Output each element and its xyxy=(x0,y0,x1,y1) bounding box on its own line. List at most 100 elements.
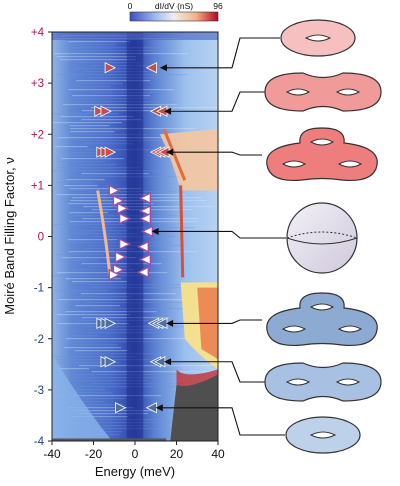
triangle-markers xyxy=(94,62,170,414)
arrow-line xyxy=(161,407,285,436)
texture-streak xyxy=(60,269,134,271)
y-tick-label: 0 xyxy=(38,232,44,244)
texture-streak xyxy=(70,416,129,418)
surface-hole xyxy=(309,138,335,146)
band-feature xyxy=(52,32,218,40)
y-tick-label: -1 xyxy=(34,283,44,295)
texture-streak xyxy=(91,371,216,373)
texture-streak xyxy=(74,50,159,52)
texture-streak xyxy=(54,392,113,394)
arrow-head xyxy=(166,148,174,156)
x-tick-label: -20 xyxy=(85,447,103,461)
texture-streak xyxy=(55,146,88,148)
texture-streak xyxy=(78,353,163,355)
x-tick-label: 20 xyxy=(170,447,184,461)
texture-streak xyxy=(81,317,170,319)
texture-streak xyxy=(71,152,108,154)
arrow-head xyxy=(151,227,159,235)
colorbar: 0 dI/dV (nS) 96 xyxy=(128,1,223,22)
triangle-marker xyxy=(145,62,157,74)
arrow-line xyxy=(170,91,265,112)
x-tick-label: -40 xyxy=(43,447,61,461)
texture-streak xyxy=(65,260,99,262)
arrow-line xyxy=(165,37,280,69)
texture-streak xyxy=(55,254,104,256)
surface-hole xyxy=(309,303,335,311)
texture-streak xyxy=(70,86,110,88)
surface-hole xyxy=(309,431,337,439)
y-tick-label: +3 xyxy=(31,78,44,90)
texture-streak xyxy=(85,149,208,151)
y-axis-label: Moiré Band Filling Factor, ν xyxy=(2,157,17,315)
texture-streak xyxy=(68,89,174,91)
texture-streak xyxy=(71,281,127,283)
triangle-marker xyxy=(138,204,152,218)
texture-streak xyxy=(65,278,122,280)
triangle-marker xyxy=(115,402,127,414)
triangle-marker xyxy=(104,317,116,330)
surface-hole xyxy=(335,88,361,96)
texture-streak xyxy=(52,113,119,115)
surfaces xyxy=(264,19,382,454)
surface-hole xyxy=(281,160,307,168)
sphere-equator-back xyxy=(286,231,358,239)
texture-streak xyxy=(61,158,124,160)
triangle-marker xyxy=(108,184,121,197)
texture-streak xyxy=(70,344,118,346)
texture-streak xyxy=(61,101,174,103)
texture-streak xyxy=(52,170,166,172)
texture-streak xyxy=(60,116,134,118)
texture-streak xyxy=(58,368,90,370)
texture-streak xyxy=(78,365,215,367)
texture-streak xyxy=(85,143,134,145)
texture-streak xyxy=(70,410,158,412)
texture-streak xyxy=(76,341,167,343)
texture-streak xyxy=(87,284,218,286)
texture-streak xyxy=(66,179,105,181)
texture-streak xyxy=(64,185,98,187)
triangle-marker xyxy=(104,356,116,368)
texture-streak xyxy=(63,296,132,298)
surface-genus-1-blue xyxy=(285,416,361,454)
texture-streak xyxy=(70,131,115,133)
triangle-marker xyxy=(100,105,112,117)
triangle-marker xyxy=(118,212,132,225)
y-tick-label: -4 xyxy=(34,436,45,448)
texture-streak xyxy=(81,119,141,121)
triangle-marker xyxy=(94,105,106,117)
arrow-head xyxy=(166,319,174,327)
texture-streak xyxy=(65,311,157,313)
texture-streak xyxy=(61,389,106,391)
texture-streak xyxy=(75,305,120,307)
y-tick-label: +4 xyxy=(31,27,45,39)
y-tick-label: -3 xyxy=(34,385,44,397)
texture-streak xyxy=(76,80,151,82)
texture-streak xyxy=(82,71,152,73)
texture-streak xyxy=(71,425,148,427)
texture-streak xyxy=(78,62,140,64)
texture-streak xyxy=(71,155,109,157)
no-data-region xyxy=(52,438,167,441)
texture-streak xyxy=(89,287,209,289)
arrow-line xyxy=(172,151,262,156)
texture-streak xyxy=(69,188,142,190)
texture-streak xyxy=(62,419,160,421)
triangle-marker xyxy=(138,253,152,266)
arrows xyxy=(151,37,286,436)
texture-streak xyxy=(71,95,151,97)
triangle-marker xyxy=(112,263,125,276)
surface-hole xyxy=(285,378,311,386)
surface-hole xyxy=(337,160,363,168)
surface-hole xyxy=(281,325,307,333)
x-axis-label: Energy (meV) xyxy=(95,464,175,479)
y-tick-label: +1 xyxy=(31,180,44,192)
texture-streak xyxy=(64,377,163,379)
triangle-marker xyxy=(136,240,149,253)
texture-streak xyxy=(78,413,149,415)
texture-streak xyxy=(58,137,166,139)
texture-streak xyxy=(78,44,117,46)
colorbar-min-label: 0 xyxy=(128,1,133,11)
triple-torus-surface xyxy=(266,127,378,182)
texture-streak xyxy=(55,290,109,292)
axis-ticks: -40 -20 0 20 40 +4 +3 +2 +1 0 -1 -2 -3 -4 xyxy=(31,27,225,461)
